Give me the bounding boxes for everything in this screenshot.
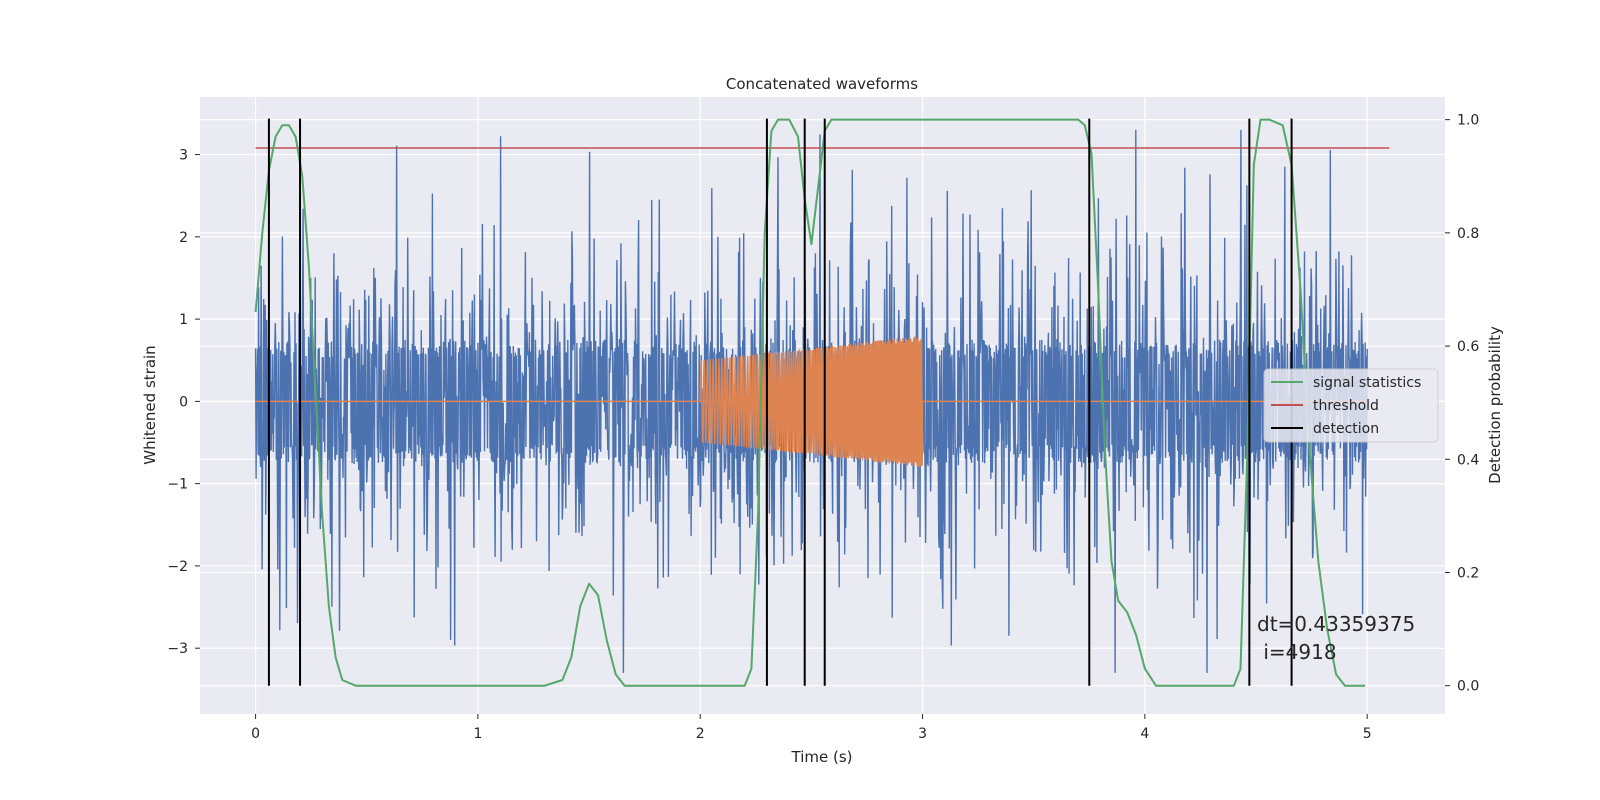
- injection-chirp-line: [699, 336, 924, 467]
- y-left-tick-label: −3: [167, 641, 188, 657]
- chart-title: Concatenated waveforms: [726, 75, 918, 93]
- annotation-dt: dt=0.43359375: [1257, 612, 1415, 636]
- y-right-tick-label: 1.0: [1457, 113, 1479, 129]
- x-tick-label: 3: [918, 726, 927, 742]
- y-right-tick-label: 0.8: [1457, 226, 1479, 242]
- legend: signal statistics threshold detection: [1263, 368, 1439, 443]
- y-right-tick-label: 0.2: [1457, 565, 1479, 581]
- plot-content: [254, 118, 1390, 687]
- y-axis-label-right: Detection probability: [1486, 326, 1504, 484]
- y-left-tick-label: −1: [167, 477, 188, 493]
- y-right-tick-label: 0.0: [1457, 679, 1479, 695]
- signal-statistics-line: [254, 118, 1365, 687]
- annotation-i: i=4918: [1257, 640, 1337, 664]
- legend-label-signal-statistics: signal statistics: [1313, 375, 1421, 391]
- axes: 0 1 2 3 4 5 −3 −2 −1 0 1 2 3 0.0 0.2 0.4 0.6 0.8 1.0: [167, 113, 1479, 742]
- y-right-tick-label: 0.4: [1457, 452, 1479, 468]
- legend-box: [1263, 368, 1439, 443]
- x-tick-label: 2: [696, 726, 705, 742]
- y-left-tick-label: 1: [179, 312, 188, 328]
- y-right-tick-label: 0.6: [1457, 339, 1479, 355]
- x-tick-label: 0: [251, 726, 260, 742]
- y-left-tick-label: 2: [179, 230, 188, 246]
- y-left-tick-label: −2: [167, 559, 188, 575]
- legend-label-detection: detection: [1313, 421, 1379, 437]
- y-axis-label-left: Whitened strain: [141, 345, 159, 464]
- y-left-tick-label: 0: [179, 394, 188, 410]
- x-tick-label: 5: [1363, 726, 1372, 742]
- y-left-tick-label: 3: [179, 148, 188, 164]
- x-tick-label: 1: [473, 726, 482, 742]
- x-tick-label: 4: [1140, 726, 1149, 742]
- legend-label-threshold: threshold: [1313, 398, 1379, 414]
- x-axis-label: Time (s): [791, 748, 853, 766]
